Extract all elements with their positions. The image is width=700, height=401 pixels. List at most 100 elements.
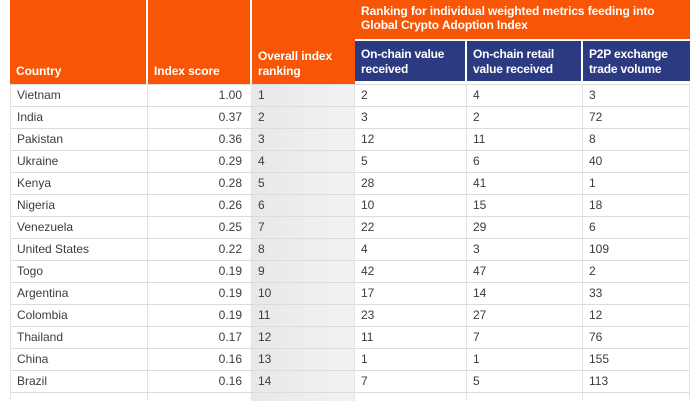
cell-country: Togo	[10, 261, 148, 282]
cell-p2p-volume: 109	[583, 239, 690, 260]
cell-p2p-volume: 6	[583, 217, 690, 238]
table-row: Vietnam 1.00 1 2 4 3	[10, 85, 690, 107]
cell-p2p-volume: 113	[583, 371, 690, 392]
cell-on-chain-retail: 5	[467, 371, 583, 392]
cell-index-score: 0.17	[148, 327, 252, 348]
cell-country: China	[10, 349, 148, 370]
cell-on-chain-value: 12	[355, 129, 467, 150]
table-row: India 0.37 2 3 2 72	[10, 107, 690, 129]
cell-overall-ranking: 6	[252, 195, 355, 216]
cell-p2p-volume: 2	[583, 261, 690, 282]
cell-country: Vietnam	[10, 85, 148, 106]
table-row: Togo 0.19 9 42 47 2	[10, 261, 690, 283]
column-header-label: P2P exchange trade volume	[589, 47, 668, 76]
cell-p2p-volume: 155	[583, 349, 690, 370]
cell-index-score: 0.25	[148, 217, 252, 238]
cell-country: Pakistan	[10, 129, 148, 150]
cell-overall-ranking: 9	[252, 261, 355, 282]
table-row: Ukraine 0.29 4 5 6 40	[10, 151, 690, 173]
column-header-label: Overall index ranking	[258, 49, 333, 78]
column-header-label: On-chain retail value received	[473, 47, 555, 76]
cell-index-score: 0.16	[148, 349, 252, 370]
table-row: United States 0.22 8 4 3 109	[10, 239, 690, 261]
cell-p2p-volume	[583, 393, 690, 401]
cell-p2p-volume: 18	[583, 195, 690, 216]
cell-on-chain-retail: 1	[467, 349, 583, 370]
column-header-on-chain-retail: On-chain retail value received	[467, 41, 583, 84]
cell-country: Argentina	[10, 283, 148, 304]
cell-on-chain-value	[355, 393, 467, 401]
cell-index-score: 0.19	[148, 305, 252, 326]
table-row-partial	[10, 393, 690, 401]
cell-on-chain-retail	[467, 393, 583, 401]
column-header-label: On-chain value received	[361, 47, 445, 76]
cell-overall-ranking: 3	[252, 129, 355, 150]
cell-index-score: 0.28	[148, 173, 252, 194]
cell-p2p-volume: 1	[583, 173, 690, 194]
cell-overall-ranking: 10	[252, 283, 355, 304]
cell-index-score: 0.19	[148, 283, 252, 304]
cell-index-score: 0.26	[148, 195, 252, 216]
column-header-label: Index score	[154, 63, 220, 78]
cell-on-chain-retail: 47	[467, 261, 583, 282]
metrics-group-header: Ranking for individual weighted metrics …	[355, 0, 690, 41]
table-row: Argentina 0.19 10 17 14 33	[10, 283, 690, 305]
cell-index-score: 0.36	[148, 129, 252, 150]
table-row: China 0.16 13 1 1 155	[10, 349, 690, 371]
cell-overall-ranking: 7	[252, 217, 355, 238]
cell-overall-ranking: 1	[252, 85, 355, 106]
cell-on-chain-value: 1	[355, 349, 467, 370]
table-header: Country Index score Overall index rankin…	[10, 0, 690, 84]
cell-on-chain-retail: 4	[467, 85, 583, 106]
column-header-p2p-volume: P2P exchange trade volume	[583, 41, 690, 84]
cell-country: Colombia	[10, 305, 148, 326]
cell-country: Kenya	[10, 173, 148, 194]
column-header-label: Country	[16, 63, 62, 78]
cell-p2p-volume: 12	[583, 305, 690, 326]
cell-overall-ranking: 13	[252, 349, 355, 370]
cell-overall-ranking: 5	[252, 173, 355, 194]
cell-index-score: 0.37	[148, 107, 252, 128]
cell-overall-ranking	[252, 393, 355, 401]
cell-on-chain-retail: 29	[467, 217, 583, 238]
table-row: Pakistan 0.36 3 12 11 8	[10, 129, 690, 151]
column-header-country: Country	[10, 0, 148, 84]
table-row: Colombia 0.19 11 23 27 12	[10, 305, 690, 327]
cell-index-score: 0.29	[148, 151, 252, 172]
table-row: Brazil 0.16 14 7 5 113	[10, 371, 690, 393]
cell-on-chain-value: 22	[355, 217, 467, 238]
cell-on-chain-retail: 3	[467, 239, 583, 260]
cell-country	[10, 393, 148, 401]
cell-on-chain-value: 5	[355, 151, 467, 172]
cell-on-chain-value: 42	[355, 261, 467, 282]
cell-country: Venezuela	[10, 217, 148, 238]
cell-on-chain-value: 17	[355, 283, 467, 304]
cell-on-chain-value: 28	[355, 173, 467, 194]
cell-p2p-volume: 3	[583, 85, 690, 106]
cell-country: Thailand	[10, 327, 148, 348]
cell-overall-ranking: 11	[252, 305, 355, 326]
column-header-overall-ranking: Overall index ranking	[252, 0, 355, 84]
column-header-index-score: Index score	[148, 0, 252, 84]
cell-on-chain-value: 11	[355, 327, 467, 348]
cell-on-chain-value: 4	[355, 239, 467, 260]
table-row: Thailand 0.17 12 11 7 76	[10, 327, 690, 349]
cell-p2p-volume: 33	[583, 283, 690, 304]
cell-p2p-volume: 72	[583, 107, 690, 128]
cell-on-chain-retail: 15	[467, 195, 583, 216]
cell-overall-ranking: 2	[252, 107, 355, 128]
cell-index-score: 0.22	[148, 239, 252, 260]
cell-index-score: 1.00	[148, 85, 252, 106]
cell-country: Brazil	[10, 371, 148, 392]
cell-on-chain-retail: 2	[467, 107, 583, 128]
cell-on-chain-retail: 7	[467, 327, 583, 348]
cell-index-score: 0.19	[148, 261, 252, 282]
cell-on-chain-retail: 41	[467, 173, 583, 194]
cell-on-chain-value: 3	[355, 107, 467, 128]
cell-on-chain-retail: 27	[467, 305, 583, 326]
cell-on-chain-retail: 14	[467, 283, 583, 304]
cell-on-chain-retail: 6	[467, 151, 583, 172]
cell-index-score: 0.16	[148, 371, 252, 392]
cell-overall-ranking: 8	[252, 239, 355, 260]
cell-overall-ranking: 14	[252, 371, 355, 392]
